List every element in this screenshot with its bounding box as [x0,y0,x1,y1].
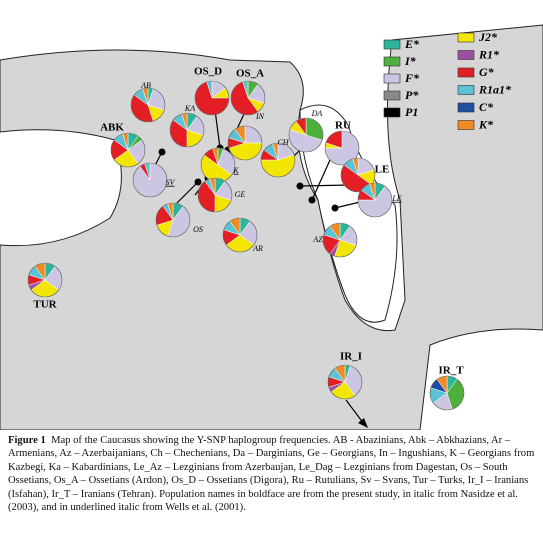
legend-swatch [383,90,401,101]
pie-outline [132,162,168,198]
legend-label: R1a1* [478,82,512,96]
legend-label: J2* [478,30,498,44]
caspian-sea [299,104,398,323]
legend-swatch [457,85,475,95]
population-label: K [232,166,239,175]
population-label: TUR [33,299,57,311]
pie-outline [230,80,266,116]
legend-swatch [383,39,401,50]
pie-outline [197,177,233,213]
population-label: IR_T [438,365,464,377]
legend-label: F* [404,71,420,85]
legend-label: P1 [405,105,418,119]
population-label: GE [235,190,246,199]
legend-label: R1* [478,47,500,61]
population-label: LE [391,194,401,203]
population-label: IR_I [340,351,362,363]
arrow [345,399,368,428]
legend-label: C* [479,100,494,114]
legend-label: I* [404,54,417,68]
legend-label: G* [479,65,495,79]
population-label: IN [255,112,265,121]
legend-swatch [457,50,475,60]
population-label: RU [335,120,351,132]
pies: AB ABK OS_D OS_A KA IN CH K DA RU LE LE SV GE OS AR AZ TU… [27,66,465,411]
legend-swatch [457,32,475,43]
land [0,24,543,430]
legend-swatch [383,107,401,118]
map: E* I* F* P* P1 J2* R1* G* R1a1* C* K* AB ABK OS_D OS_… [0,24,543,430]
population-label: LE [375,164,390,176]
population-label: CH [277,138,289,147]
population-label: OS_D [194,66,222,78]
legend: E* I* F* P* P1 J2* R1* G* R1a1* C* K* [383,30,512,131]
pie-outline [429,375,465,411]
legend-swatch [457,67,475,78]
population-label: ABK [100,122,124,134]
pie-outline [222,217,258,253]
pie-outline [169,112,205,148]
pie-outline [130,87,166,123]
legend-swatch [383,73,401,84]
pie-outline [322,222,358,258]
pie-outline [227,125,263,161]
population-label: KA [184,104,195,113]
pie-outline [357,182,393,218]
caption: Figure 1 Map of the Caucasus showing the… [8,434,535,514]
population-label: SV [166,178,176,187]
population-label: OS [193,225,203,234]
caption-text: Map of the Caucasus showing the Y-SNP ha… [8,435,535,514]
pie-outline [288,117,324,153]
population-label: AB [140,81,151,90]
pie-outline [155,202,191,238]
legend-swatch [383,56,401,67]
population-label: AZ [312,235,323,244]
pie-outline [27,262,63,298]
pie-outline [340,157,376,193]
pie-outline [327,364,363,400]
population-label: DA [311,109,323,118]
pie-outline [324,130,360,166]
legend-label: K* [478,117,494,131]
legend-label: P* [405,88,419,102]
pie-outline [260,142,296,178]
caption-label: Figure 1 [8,435,46,446]
population-label: OS_A [236,68,264,80]
pie-outline [110,132,146,168]
legend-swatch [457,102,475,113]
population-label: AR [252,244,263,253]
pie-outline [194,80,230,116]
legend-label: E* [404,37,420,51]
legend-swatch [457,120,475,130]
